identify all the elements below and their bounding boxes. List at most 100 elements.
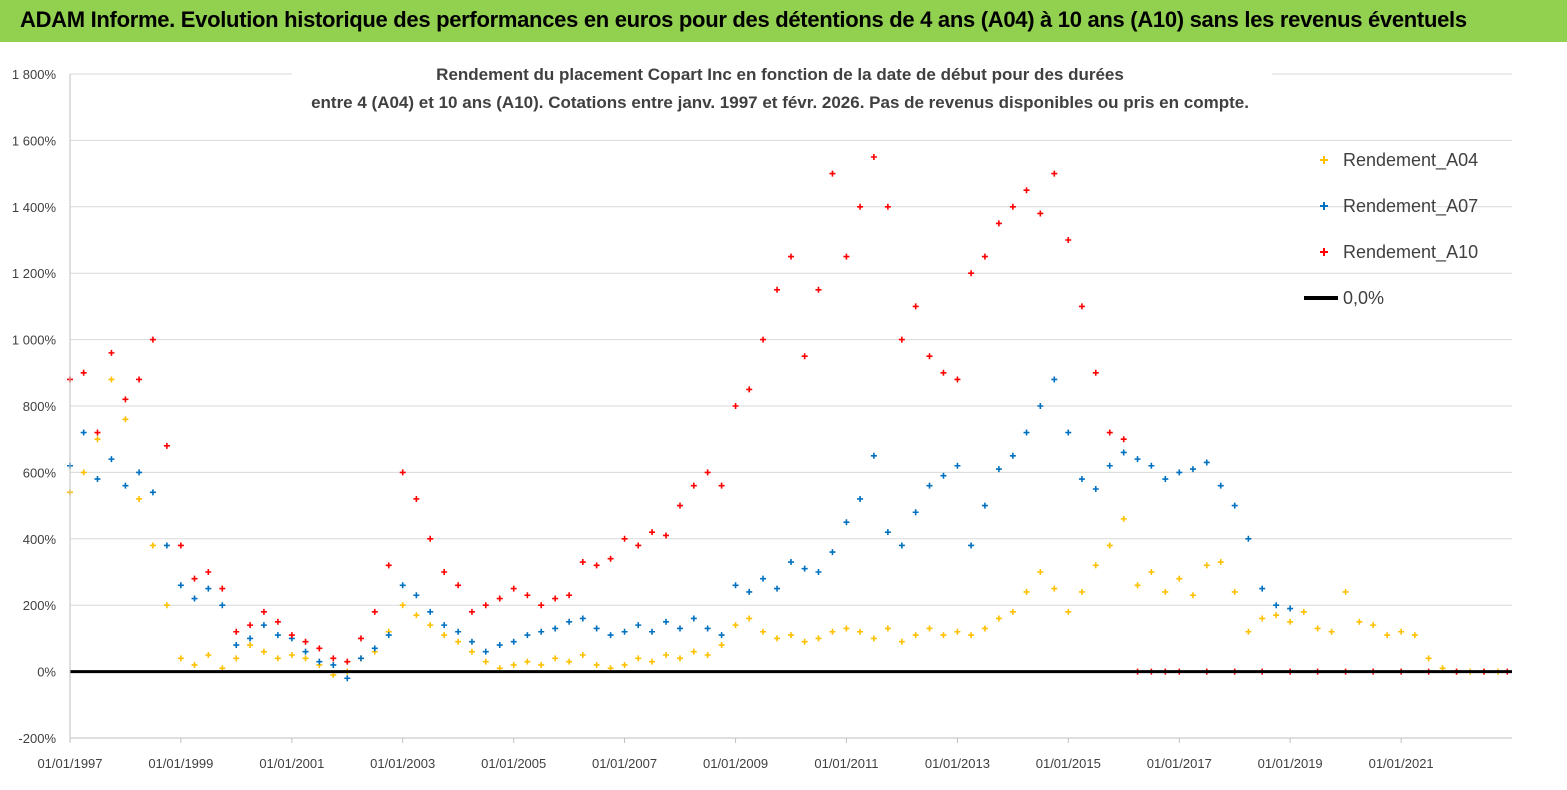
Rendement_A07-point xyxy=(357,655,364,662)
Rendement_A10-point xyxy=(912,303,919,310)
y-tick-label: 1 800% xyxy=(12,67,57,82)
Rendement_A07-point xyxy=(1092,486,1099,492)
Rendement_A10-point xyxy=(815,286,822,293)
Rendement_A10-point xyxy=(247,622,254,629)
Rendement_A10-point xyxy=(898,336,905,343)
Rendement_A10-point xyxy=(274,618,281,625)
Rendement_A07-point xyxy=(316,658,323,665)
Rendement_A07-point xyxy=(884,529,891,536)
Rendement_A04-point xyxy=(1300,608,1307,615)
Rendement_A07-point xyxy=(274,632,281,639)
Rendement_A07-point xyxy=(1245,535,1252,542)
axes xyxy=(69,74,1512,743)
Rendement_A10-point xyxy=(496,595,503,602)
Rendement_A04-point xyxy=(857,628,864,635)
Rendement_A04-point xyxy=(968,632,975,639)
Rendement_A10-point xyxy=(468,608,475,615)
Rendement_A04-point xyxy=(455,638,462,645)
Rendement_A04-point xyxy=(1148,569,1155,575)
Rendement_A07-point xyxy=(954,462,961,469)
legend-label: Rendement_A04 xyxy=(1343,150,1478,171)
Rendement_A04-point xyxy=(801,638,808,645)
y-tick-label: 1 400% xyxy=(12,200,57,215)
Rendement_A04-point xyxy=(302,655,309,662)
Rendement_A10-point xyxy=(510,585,517,592)
Rendement_A10-point xyxy=(260,608,267,615)
Rendement_A07-point xyxy=(191,595,198,602)
Rendement_A07-point xyxy=(635,622,642,629)
Rendement_A07-point xyxy=(1023,429,1030,436)
Rendement_A04-point xyxy=(1398,628,1405,635)
Rendement_A10-point xyxy=(552,595,559,602)
Rendement_A07-point xyxy=(1287,605,1294,612)
Rendement_A04-point xyxy=(482,658,489,665)
Rendement_A07-point xyxy=(1078,476,1085,483)
Rendement_A10-point xyxy=(191,575,198,582)
Rendement_A07-point xyxy=(441,622,448,629)
Rendement_A04-point xyxy=(760,628,767,635)
Rendement_A10-point xyxy=(136,376,143,383)
Rendement_A04-point xyxy=(746,615,753,622)
Rendement_A04-point xyxy=(1273,612,1280,619)
Rendement_A10-point xyxy=(635,542,642,549)
Rendement_A07-point xyxy=(219,602,226,609)
Rendement_A07-point xyxy=(746,588,753,595)
Rendement_A07-point xyxy=(718,632,725,639)
Rendement_A10-point xyxy=(981,253,988,260)
Rendement_A10-point xyxy=(621,535,628,542)
Rendement_A07-point xyxy=(912,509,919,516)
Rendement_A10-point xyxy=(801,353,808,360)
Rendement_A10-point xyxy=(357,635,364,642)
x-tick-label: 01/01/1999 xyxy=(148,756,213,771)
Rendement_A04-point xyxy=(1176,575,1183,582)
legend-marker xyxy=(1320,248,1328,256)
Rendement_A10-point xyxy=(995,220,1002,227)
Rendement_A04-point xyxy=(260,648,267,655)
y-tick-label: 1 200% xyxy=(12,266,57,281)
Rendement_A04-point xyxy=(552,655,559,662)
Rendement_A04-point xyxy=(538,661,545,668)
Rendement_A07-point xyxy=(205,585,212,592)
Rendement_A07-point xyxy=(122,482,129,489)
Rendement_A10-point xyxy=(94,429,101,436)
Rendement_A07-point xyxy=(468,638,475,645)
Rendement_A10-point xyxy=(579,559,586,566)
Rendement_A10-point xyxy=(371,608,378,615)
Rendement_A10-point xyxy=(1078,303,1085,310)
Rendement_A07-point xyxy=(1134,456,1141,463)
Rendement_A10-point xyxy=(884,203,891,210)
Rendement_A04-point xyxy=(427,622,434,629)
Rendement_A04-point xyxy=(981,625,988,632)
Rendement_A04-point xyxy=(829,628,836,635)
Rendement_A04-point xyxy=(468,648,475,655)
Rendement_A04-point xyxy=(247,642,254,649)
Rendement_A04-point xyxy=(94,436,101,443)
Rendement_A07-point xyxy=(981,502,988,509)
Rendement_A07-point xyxy=(80,429,87,436)
Rendement_A07-point xyxy=(1217,482,1224,489)
Rendement_A10-point xyxy=(704,469,711,476)
y-tick-label: 400% xyxy=(23,532,57,547)
y-tick-label: 200% xyxy=(23,598,57,613)
Rendement_A07-point xyxy=(649,628,656,635)
Rendement_A07-point xyxy=(427,608,434,615)
x-tick-label: 01/01/2005 xyxy=(481,756,546,771)
Rendement_A07-point xyxy=(510,638,517,645)
Rendement_A04-point xyxy=(399,602,406,609)
y-tick-label: 1 600% xyxy=(12,133,57,148)
x-tick-label: 01/01/2015 xyxy=(1036,756,1101,771)
Rendement_A10-point xyxy=(926,353,933,360)
Rendement_A04-point xyxy=(1120,515,1127,522)
Rendement_A07-point xyxy=(108,456,115,463)
Rendement_A04-point xyxy=(413,612,420,619)
Rendement_A04-point xyxy=(524,658,531,665)
y-tick-label: 800% xyxy=(23,399,57,414)
y-tick-label: 1 000% xyxy=(12,333,57,348)
Rendement_A07-point xyxy=(1203,459,1210,466)
Rendement_A07-point xyxy=(857,495,864,502)
Rendement_A04-point xyxy=(690,648,697,655)
y-tick-label: -200% xyxy=(18,731,56,746)
Rendement_A07-point xyxy=(552,625,559,632)
Rendement_A04-point xyxy=(1078,588,1085,595)
Rendement_A04-point xyxy=(663,652,670,658)
